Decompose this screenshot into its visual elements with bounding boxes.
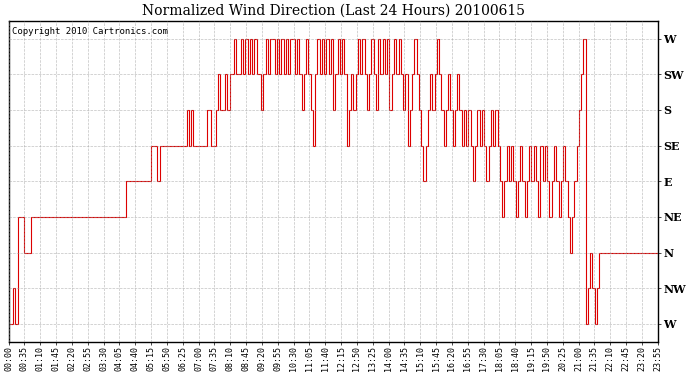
- Title: Normalized Wind Direction (Last 24 Hours) 20100615: Normalized Wind Direction (Last 24 Hours…: [141, 4, 524, 18]
- Text: Copyright 2010 Cartronics.com: Copyright 2010 Cartronics.com: [12, 27, 168, 36]
